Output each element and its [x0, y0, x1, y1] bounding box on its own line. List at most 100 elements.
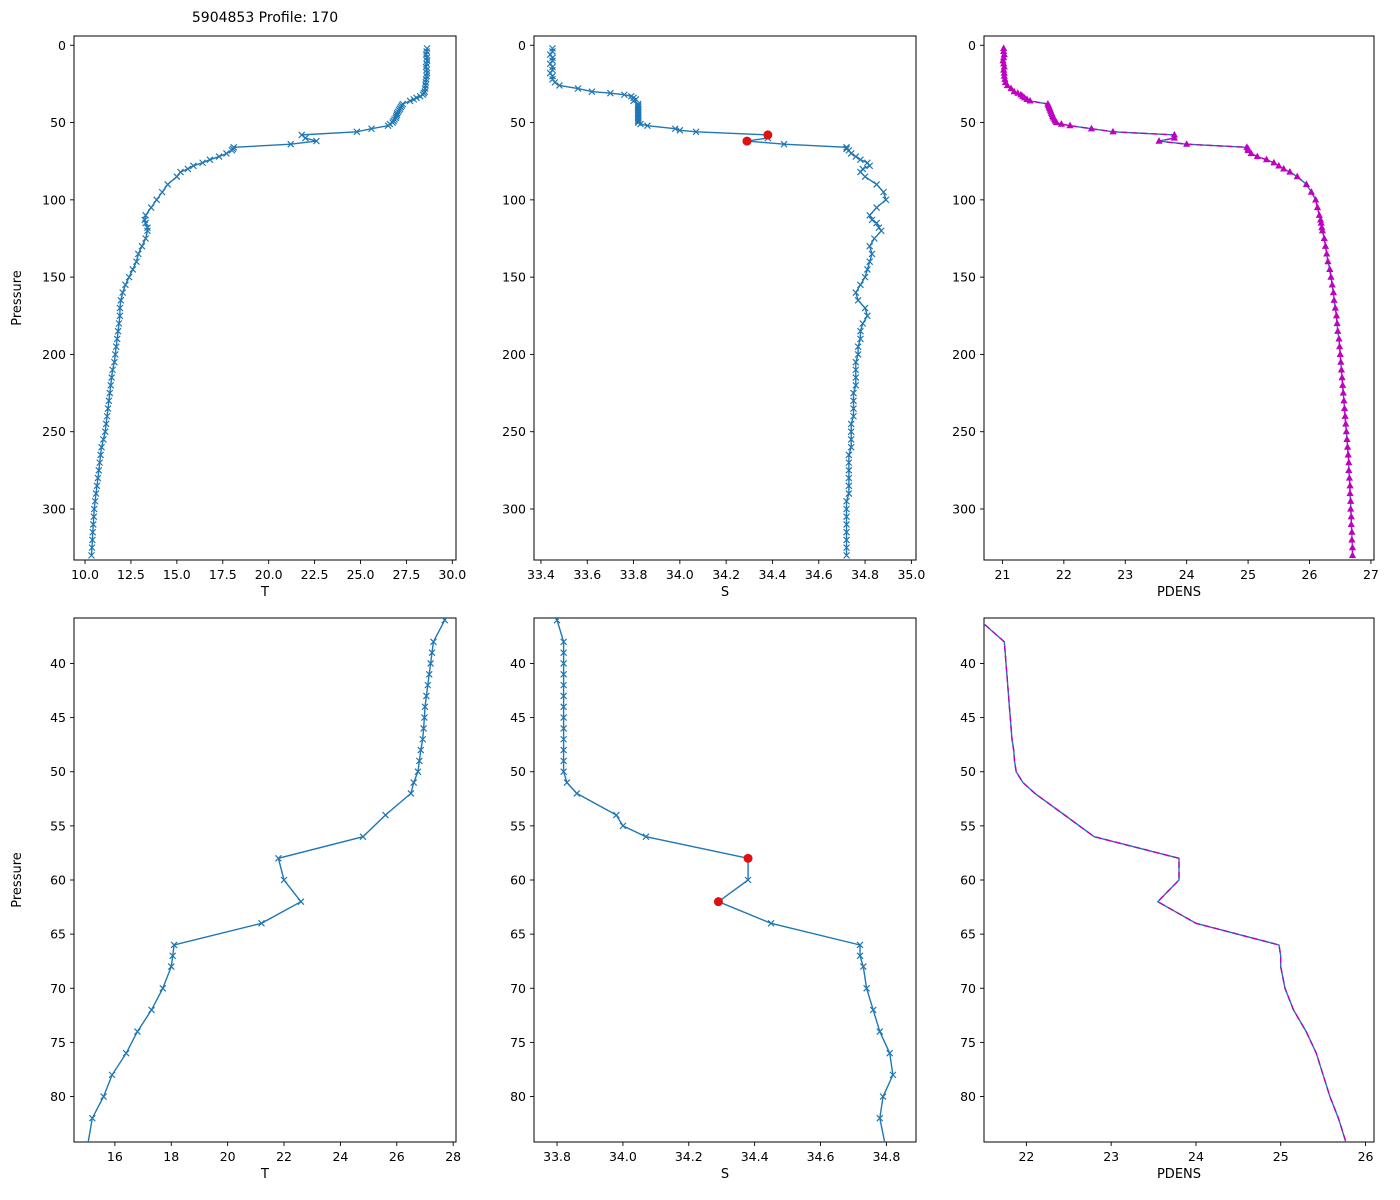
x-marker: [692, 128, 700, 136]
x-tick-label: 33.8: [620, 567, 648, 582]
y-tick-label: 100: [952, 192, 976, 207]
x-marker: [410, 779, 418, 786]
x-tick-label: 34.0: [609, 1149, 637, 1164]
x-marker: [549, 72, 556, 80]
x-marker: [843, 505, 850, 513]
x-marker: [223, 150, 230, 157]
triangle-marker: [1339, 381, 1347, 388]
x-marker: [889, 1071, 897, 1079]
x-axis-label: S: [721, 1167, 729, 1182]
axes-frame: [533, 617, 917, 1143]
x-marker: [556, 82, 563, 89]
x-marker: [551, 78, 559, 86]
triangle-marker: [1333, 319, 1341, 327]
y-tick-label: 250: [952, 424, 976, 439]
x-marker: [854, 296, 862, 304]
x-marker: [557, 606, 563, 612]
x-marker: [886, 1049, 894, 1057]
x-marker: [767, 919, 775, 927]
x-marker: [406, 97, 414, 105]
triangle-marker: [1253, 152, 1261, 160]
triangle-marker: [1001, 75, 1009, 82]
x-marker: [854, 350, 862, 358]
triangle-marker: [1000, 53, 1008, 61]
x-marker: [110, 358, 118, 366]
x-marker: [868, 250, 876, 258]
triangle-marker: [1330, 296, 1338, 303]
triangle-marker: [1339, 389, 1347, 396]
y-tick-label: 50: [510, 764, 526, 779]
x-marker: [852, 366, 860, 374]
triangle-marker: [1317, 219, 1325, 226]
x-marker: [843, 513, 850, 521]
x-marker: [861, 304, 869, 312]
x-marker: [620, 91, 628, 99]
x-marker: [441, 618, 449, 624]
s-line: [549, 48, 887, 556]
t-series: [88, 44, 431, 559]
y-tick-label: 55: [50, 818, 66, 833]
x-marker: [637, 120, 644, 128]
x-marker: [106, 389, 114, 397]
x-marker: [382, 811, 389, 819]
x-marker: [868, 216, 876, 224]
panel-salinity-zoom: 33.8 34.0 34.2 34.4 34.6 34.8 40 45 50 55 60 65 70 75…: [510, 606, 917, 1182]
x-marker: [97, 451, 105, 459]
x-marker: [274, 854, 282, 862]
x-marker: [167, 963, 175, 971]
x-marker: [119, 289, 127, 297]
x-marker: [560, 714, 568, 722]
x-marker: [549, 44, 556, 52]
y-tick-label: 80: [510, 1089, 526, 1104]
x-marker: [876, 1028, 884, 1035]
x-marker: [560, 703, 568, 711]
triangle-marker: [1293, 172, 1301, 180]
x-tick-label: 25.0: [347, 567, 375, 582]
triangle-marker: [1183, 140, 1191, 147]
y-tick-label: 0: [968, 38, 976, 53]
x-marker: [95, 466, 103, 474]
x-marker: [845, 451, 853, 459]
plot-area: [88, 44, 431, 559]
x-marker: [644, 122, 651, 130]
y-tick-label: 40: [510, 656, 526, 671]
pdens-line: [984, 622, 1347, 1142]
y-tick-label: 200: [502, 347, 526, 362]
x-marker: [847, 436, 855, 443]
x-marker: [845, 459, 853, 467]
x-tick-label: 34.2: [712, 567, 740, 582]
x-tick-label: 23: [1117, 567, 1133, 582]
y-tick-label: 50: [960, 115, 976, 130]
triangle-marker: [1348, 551, 1357, 558]
x-marker: [873, 219, 881, 227]
x-tick-label: 17.5: [209, 567, 237, 582]
x-marker: [852, 358, 860, 366]
x-marker: [612, 811, 620, 819]
x-marker: [873, 180, 881, 188]
y-tick-label: 200: [952, 347, 976, 362]
x-marker: [148, 1006, 155, 1014]
x-marker: [845, 466, 853, 474]
x-tick-label: 33.4: [527, 567, 555, 582]
triangle-marker: [1346, 481, 1354, 489]
x-marker: [845, 474, 853, 482]
x-marker: [427, 660, 435, 667]
triangle-marker: [1307, 188, 1315, 195]
triangle-marker: [1340, 404, 1349, 412]
x-marker: [420, 725, 428, 732]
triangle-marker: [1170, 134, 1178, 141]
x-marker: [549, 54, 556, 62]
x-marker: [843, 544, 850, 552]
x-marker: [847, 443, 855, 451]
x-marker: [422, 692, 430, 700]
triangle-marker: [1324, 257, 1332, 265]
x-tick-label: 27: [1363, 567, 1379, 582]
triangle-marker: [1336, 342, 1344, 350]
y-tick-label: 75: [960, 1035, 976, 1050]
x-marker: [353, 128, 361, 136]
y-axis-label: Pressure: [10, 852, 25, 908]
x-marker: [857, 156, 864, 164]
y-tick-label: 300: [502, 501, 526, 516]
x-marker: [215, 153, 223, 160]
triangle-marker: [1332, 311, 1341, 319]
